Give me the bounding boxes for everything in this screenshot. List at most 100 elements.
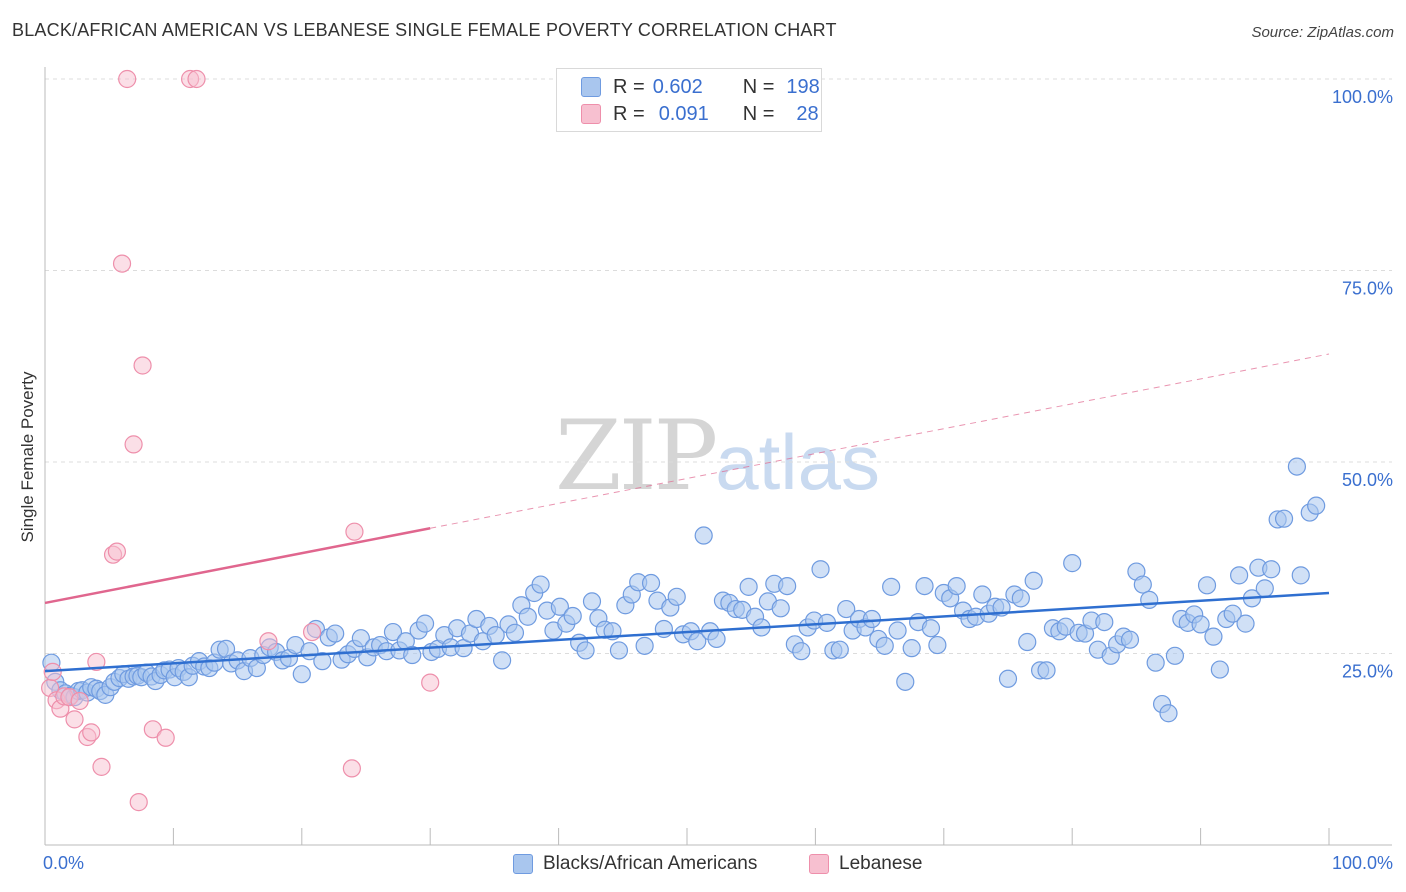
blacks-point-82 [505, 623, 525, 642]
lebanese-point-10 [87, 652, 106, 672]
blacks-point-168 [1063, 554, 1082, 573]
source-credit: Source: ZipAtlas.com [1251, 24, 1394, 41]
blacks-point-193 [1223, 604, 1242, 623]
lebanese-point-22 [187, 69, 206, 89]
blacks-point-161 [1018, 632, 1037, 652]
blacks-point-198 [1255, 579, 1274, 598]
blacks-point-179 [1133, 575, 1152, 594]
legend-r-pink: 0.091 [658, 102, 709, 125]
lebanese-point-11 [92, 757, 111, 776]
y-tick-label-0: 25.0% [1342, 662, 1393, 682]
lebanese-point-14 [112, 254, 132, 273]
blacks-point-111 [694, 526, 713, 545]
axes [44, 67, 1392, 846]
blacks-point-110 [688, 632, 707, 651]
lebanese-point-25 [342, 759, 361, 778]
legend-swatch-blue [581, 77, 601, 97]
blacks-point-173 [1095, 612, 1114, 632]
blacks-point-146 [921, 619, 941, 638]
legend-n-label: N = [742, 102, 775, 125]
blacks-point-190 [1204, 627, 1223, 646]
blacks-point-84 [518, 607, 537, 626]
chart-title: BLACK/AFRICAN AMERICAN VS LEBANESE SINGL… [12, 20, 837, 40]
blacks-point-141 [888, 621, 907, 640]
lebanese-point-17 [129, 793, 148, 812]
blacks-point-143 [902, 639, 921, 658]
blacks-point-147 [928, 635, 947, 655]
blacks-trend-line [44, 591, 1330, 673]
blacks-point-68 [415, 614, 435, 633]
legend-r-blue: 0.602 [652, 75, 703, 98]
legend-r-label: R = [613, 102, 645, 125]
lebanese-point-26 [345, 522, 364, 541]
blacks-point-66 [403, 645, 422, 665]
blacks-point-150 [947, 576, 966, 596]
lebanese-trend-dashed [430, 353, 1330, 529]
blacks-point-199 [1262, 560, 1281, 579]
blacks-point-160 [1011, 589, 1030, 608]
blacks-point-142 [896, 672, 915, 691]
lebanese-point-7 [70, 691, 89, 711]
blacks-point-94 [582, 592, 602, 611]
blacks-point-191 [1210, 660, 1229, 679]
lebanese-point-20 [156, 728, 175, 747]
x-tick-label-left: 0.0% [43, 853, 84, 873]
blacks-trendline [44, 591, 1330, 673]
blacks-point-91 [563, 606, 582, 626]
lebanese-point-19 [143, 720, 162, 739]
blacks-point-205 [1307, 496, 1326, 515]
blacks-point-133 [837, 599, 856, 619]
blacks-point-63 [383, 622, 403, 642]
tick-labels: 25.0% 50.0% 75.0% 100.0% 0.0% 100.0% [43, 87, 1393, 873]
blacks-point-80 [493, 651, 512, 670]
legend-n-blue: 198 [786, 75, 820, 98]
blacks-point-140 [882, 577, 901, 596]
blacks-point-180 [1140, 590, 1159, 609]
gridlines [45, 78, 1392, 654]
y-tick-label-2: 75.0% [1342, 279, 1393, 299]
blacks-point-158 [998, 669, 1018, 688]
blacks-point-52 [313, 652, 332, 671]
correlation-legend: R = 0.602 N = 198 R = 0.091 N = 28 [556, 68, 822, 132]
bottom-label-lebanese: Lebanese [839, 853, 923, 874]
blacks-point-162 [1024, 571, 1043, 590]
blacks-point-194 [1230, 566, 1249, 585]
blacks-point-93 [576, 641, 595, 660]
y-tick-label-3: 100.0% [1332, 87, 1393, 107]
blacks-point-139 [875, 636, 894, 655]
lebanese-point-24 [302, 622, 322, 642]
blacks-point-181 [1146, 653, 1165, 672]
blacks-point-177 [1120, 630, 1140, 649]
blacks-point-58 [351, 629, 370, 648]
blacks-point-189 [1197, 576, 1217, 595]
blacks-point-98 [609, 641, 629, 660]
blacks-point-54 [326, 624, 345, 643]
y-tick-label-1: 50.0% [1342, 470, 1393, 490]
lebanese-point-9 [82, 723, 101, 742]
blacks-point-113 [707, 629, 726, 649]
blacks-point-129 [811, 560, 830, 579]
blacks-point-164 [1037, 661, 1056, 680]
bottom-swatch-blue [513, 854, 533, 874]
legend-row-lebanese: R = 0.091 N = 28 [581, 102, 819, 126]
lebanese-point-18 [133, 356, 152, 375]
legend-n-pink: 28 [796, 102, 819, 125]
bottom-legend-lebanese: Lebanese [809, 851, 922, 877]
blacks-point-154 [973, 585, 992, 604]
lebanese-point-13 [107, 542, 127, 561]
blacks-point-132 [830, 640, 849, 659]
lebanese-point-15 [118, 69, 137, 89]
blacks-point-184 [1165, 646, 1185, 665]
lebanese-series [41, 69, 440, 812]
blacks-series [42, 457, 1326, 723]
blacks-point-183 [1159, 704, 1178, 723]
bottom-legend-blacks: Blacks/African Americans [513, 851, 757, 877]
legend-n-label: N = [742, 75, 775, 98]
blacks-point-201 [1274, 509, 1294, 528]
lebanese-point-27 [421, 673, 440, 692]
blacks-point-195 [1236, 614, 1255, 633]
blacks-point-49 [292, 665, 311, 684]
blacks-point-89 [550, 597, 569, 616]
blacks-point-188 [1191, 615, 1210, 634]
